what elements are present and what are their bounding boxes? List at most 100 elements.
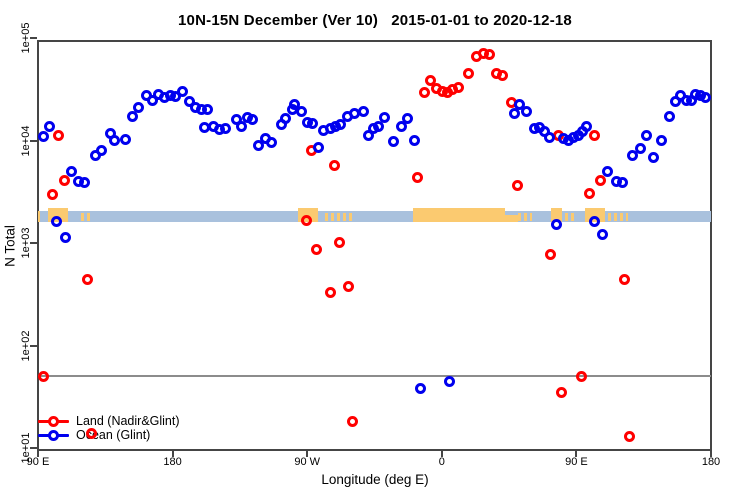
data-point-ocean xyxy=(266,136,278,148)
x-tick xyxy=(171,451,174,457)
data-point-ocean xyxy=(246,114,258,126)
legend-circle-symbol xyxy=(48,416,59,427)
data-point-ocean xyxy=(372,120,384,132)
data-point-land xyxy=(483,48,495,60)
x-tick xyxy=(440,451,443,457)
data-point-ocean xyxy=(581,121,593,133)
y-tick xyxy=(30,37,37,39)
data-point-ocean xyxy=(588,216,600,228)
x-tick xyxy=(37,451,39,457)
data-point-ocean xyxy=(616,177,628,189)
y-tick-label: 1e+02 xyxy=(20,330,32,361)
data-point-ocean xyxy=(170,91,182,103)
data-point-land xyxy=(512,179,524,191)
y-tick xyxy=(30,344,37,347)
y-tick-label: 1e+01 xyxy=(20,432,32,464)
data-point-ocean xyxy=(387,136,399,148)
data-point-ocean xyxy=(147,95,159,107)
data-point-ocean xyxy=(78,177,90,189)
data-point-land xyxy=(623,430,635,442)
data-point-ocean xyxy=(443,375,455,387)
data-point-ocean xyxy=(289,99,301,111)
data-point-land xyxy=(324,286,336,298)
data-point-ocean xyxy=(602,166,614,178)
land-patch xyxy=(324,213,353,222)
data-point-land xyxy=(37,370,49,382)
data-point-ocean xyxy=(700,92,712,104)
land-patch xyxy=(565,213,576,222)
data-point-ocean xyxy=(551,219,563,231)
land-patch xyxy=(504,215,518,223)
data-point-ocean xyxy=(655,134,667,146)
plot-border xyxy=(37,40,712,451)
legend-label: Land (Nadir&Glint) xyxy=(76,414,180,428)
land-patch xyxy=(38,211,41,223)
data-point-ocean xyxy=(176,85,188,97)
data-point-ocean xyxy=(66,165,78,177)
data-point-ocean xyxy=(126,110,138,122)
legend-circle-symbol xyxy=(48,430,59,441)
data-point-land xyxy=(425,75,437,87)
data-point-ocean xyxy=(296,105,308,117)
x-tick-label: 180 xyxy=(701,456,721,468)
reference-line xyxy=(38,375,711,378)
data-point-ocean xyxy=(38,130,50,142)
x-axis-title: Longitude (deg E) xyxy=(321,472,429,487)
data-point-ocean xyxy=(51,216,63,228)
data-point-ocean xyxy=(236,120,248,132)
data-point-ocean xyxy=(252,140,264,152)
data-point-ocean xyxy=(132,101,144,113)
data-point-ocean xyxy=(89,150,101,162)
data-point-land xyxy=(81,274,93,286)
data-point-ocean xyxy=(402,112,414,124)
y-tick xyxy=(30,242,37,244)
data-point-ocean xyxy=(635,142,647,154)
x-tick-label: 90 E xyxy=(26,456,50,468)
data-point-land xyxy=(412,172,424,184)
data-point-land xyxy=(588,129,600,141)
data-point-land xyxy=(556,386,568,398)
x-tick-label: 90 W xyxy=(294,456,321,468)
data-point-land xyxy=(59,174,71,186)
data-point-land xyxy=(497,69,509,81)
x-tick-label: 0 xyxy=(438,456,445,468)
data-point-ocean xyxy=(280,112,292,124)
data-point-ocean xyxy=(664,110,676,122)
data-point-ocean xyxy=(521,106,533,118)
data-point-ocean xyxy=(514,99,526,111)
data-point-ocean xyxy=(415,383,427,395)
legend: Land (Nadir&Glint) Ocean (Glint) xyxy=(38,414,238,444)
data-point-land xyxy=(545,249,557,261)
data-point-land xyxy=(328,160,340,172)
data-point-ocean xyxy=(334,118,346,130)
data-point-ocean xyxy=(120,133,132,145)
chart-title: 10N-15N December (Ver 10) 2015-01-01 to … xyxy=(178,12,572,29)
data-point-ocean xyxy=(408,134,420,146)
data-point-land xyxy=(418,87,430,99)
x-tick xyxy=(710,451,712,457)
data-point-land xyxy=(342,280,354,292)
data-point-ocean xyxy=(59,231,71,243)
data-point-ocean xyxy=(357,106,369,118)
data-point-land xyxy=(618,273,630,285)
data-point-ocean xyxy=(44,120,56,132)
land-patch xyxy=(550,207,563,223)
map-strip xyxy=(38,211,711,223)
data-point-ocean xyxy=(306,117,318,129)
data-point-ocean xyxy=(543,132,555,144)
data-point-ocean xyxy=(220,122,232,134)
data-point-ocean xyxy=(379,111,391,123)
x-tick xyxy=(306,451,309,457)
data-point-land xyxy=(453,82,465,94)
data-point-land xyxy=(310,243,322,255)
data-point-land xyxy=(347,416,359,428)
y-tick-label: 1e+05 xyxy=(20,22,32,54)
x-tick-label: 180 xyxy=(163,456,182,468)
data-point-ocean xyxy=(596,229,608,241)
y-axis-title: N Total xyxy=(2,225,18,267)
data-point-ocean xyxy=(396,120,408,132)
data-point-land xyxy=(86,427,98,439)
data-point-land xyxy=(52,129,64,141)
data-point-land xyxy=(583,187,595,199)
data-point-ocean xyxy=(109,134,121,146)
